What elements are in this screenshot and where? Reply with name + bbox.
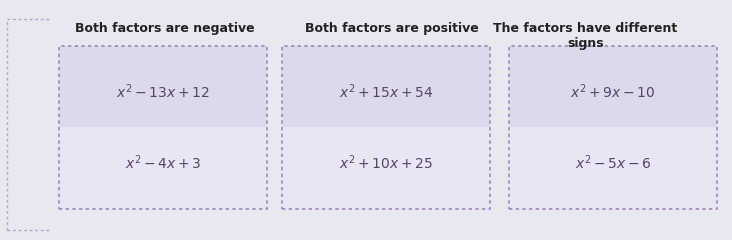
Bar [282, 46, 490, 127]
Text: $x^2 + 15x + 54$: $x^2 + 15x + 54$ [339, 82, 433, 101]
Bar [509, 46, 717, 127]
Text: $x^2 - 5x - 6$: $x^2 - 5x - 6$ [575, 154, 651, 172]
Bar [59, 46, 267, 209]
Text: $x^2 - 4x + 3$: $x^2 - 4x + 3$ [124, 154, 201, 172]
Text: Both factors are negative: Both factors are negative [75, 22, 255, 35]
Text: $x^2 + 9x - 10$: $x^2 + 9x - 10$ [570, 82, 656, 101]
Bar [282, 127, 490, 209]
Text: $x^2 - 13x + 12$: $x^2 - 13x + 12$ [116, 82, 210, 101]
Bar [59, 127, 267, 209]
Bar [282, 46, 490, 209]
Text: The factors have different
signs: The factors have different signs [493, 22, 678, 50]
Bar [509, 127, 717, 209]
Bar [59, 46, 267, 127]
Text: Both factors are positive: Both factors are positive [305, 22, 479, 35]
Text: $x^2 + 10x + 25$: $x^2 + 10x + 25$ [339, 154, 433, 172]
Bar [509, 46, 717, 209]
